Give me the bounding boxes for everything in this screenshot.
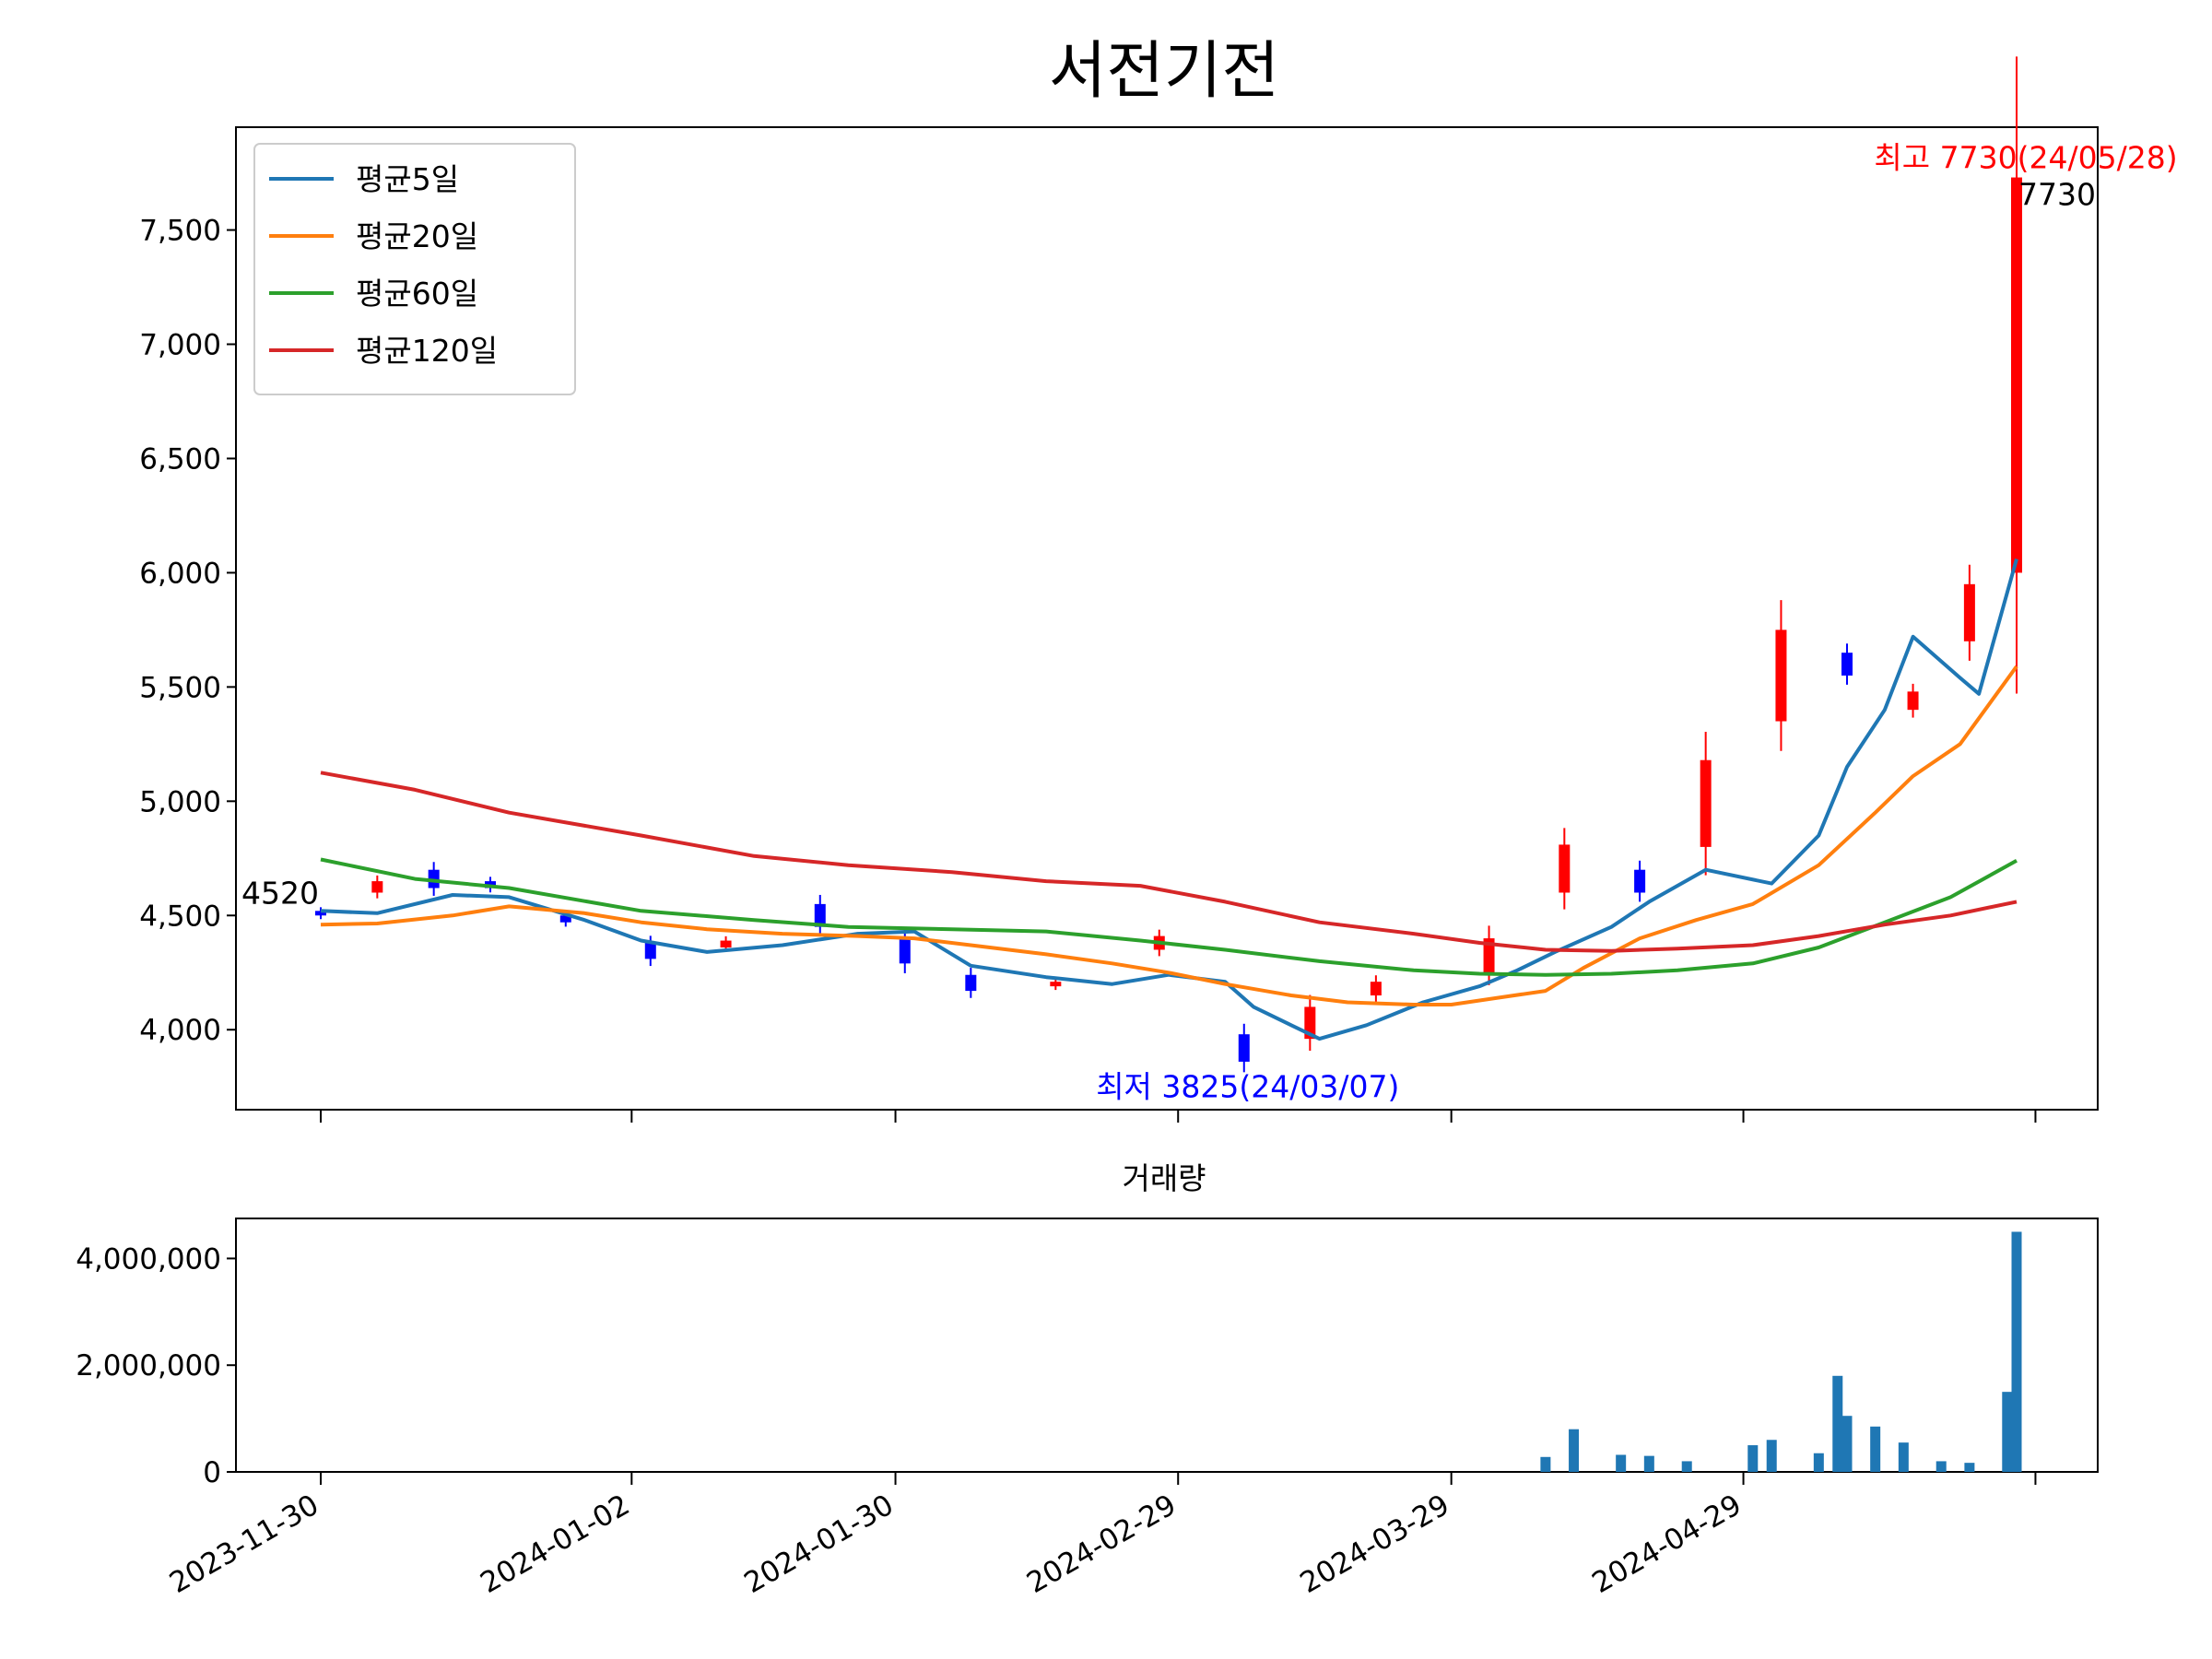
- last-close-annotation: 7730: [2018, 177, 2096, 213]
- volume-bar: [1832, 1375, 1843, 1472]
- volume-ytick-label: 0: [203, 1456, 221, 1489]
- legend-label: 평균5일: [356, 161, 459, 197]
- volume-bar: [1870, 1426, 1881, 1472]
- volume-bar: [1569, 1429, 1580, 1472]
- candle-up: [371, 881, 383, 893]
- legend-box: [253, 143, 576, 395]
- legend-label: 평균60일: [356, 276, 478, 312]
- xtick-label: 2024-04-29: [1587, 1488, 1747, 1600]
- price-ytick-label: 7,000: [139, 329, 221, 362]
- volume-bar: [1643, 1455, 1654, 1472]
- ma-line: [320, 771, 2018, 953]
- volume-bar: [2011, 1231, 2022, 1472]
- candle-up: [1700, 759, 1712, 847]
- price-ytick-label: 5,000: [139, 785, 221, 818]
- candle-down: [315, 911, 326, 916]
- candle-up: [720, 940, 732, 947]
- price-ytick-label: 6,500: [139, 442, 221, 476]
- candle-up: [1483, 938, 1495, 973]
- price-ytick-label: 7,500: [139, 215, 221, 248]
- volume-bar: [1747, 1445, 1759, 1472]
- candle-down: [899, 938, 911, 964]
- price-plot-frame: [235, 126, 2099, 1111]
- volume-bar: [1964, 1463, 1975, 1472]
- volume-bar: [1898, 1442, 1909, 1472]
- legend-label: 평균20일: [356, 218, 478, 254]
- xtick-label: 2024-01-02: [475, 1488, 635, 1600]
- volume-bar: [1936, 1461, 1947, 1472]
- legend-label: 평균120일: [356, 333, 498, 369]
- candle-down: [1238, 1034, 1250, 1062]
- xtick-label: 2024-02-29: [1021, 1488, 1182, 1600]
- candle-up: [1559, 844, 1571, 893]
- candle-up: [1907, 691, 1919, 711]
- price-ytick-label: 6,000: [139, 557, 221, 590]
- candle-down: [644, 943, 656, 959]
- candle-up: [1370, 982, 1382, 996]
- xtick-label: 2024-01-30: [739, 1488, 900, 1600]
- candle-up: [1963, 583, 1975, 641]
- price-ytick-label: 4,500: [139, 900, 221, 933]
- candle-down: [814, 903, 826, 927]
- volume-bar: [1616, 1454, 1627, 1472]
- ma-line: [320, 665, 2018, 1006]
- high-annotation: 최고 7730(24/05/28): [1874, 140, 2177, 176]
- volume-bar: [1766, 1440, 1777, 1472]
- low-annotation: 최저 3825(24/03/07): [1096, 1069, 1399, 1105]
- candle-down: [1634, 869, 1646, 893]
- candle-down: [965, 974, 977, 992]
- price-ytick-label: 4,000: [139, 1014, 221, 1047]
- volume-bar: [2002, 1392, 2013, 1472]
- ma-line: [320, 857, 2018, 977]
- volume-bar: [1540, 1456, 1551, 1472]
- first-close-annotation: 4520: [241, 875, 319, 911]
- candle-up: [1775, 629, 1787, 722]
- candle-up: [2011, 177, 2022, 573]
- volume-bar: [1681, 1461, 1692, 1472]
- ma-line: [320, 558, 2018, 1041]
- candle-down: [559, 915, 571, 923]
- candle-up: [1050, 982, 1062, 987]
- volume-ytick-label: 4,000,000: [76, 1242, 221, 1276]
- price-ytick-label: 5,500: [139, 671, 221, 704]
- volume-bar: [1841, 1416, 1853, 1472]
- chart-title: 서전기전: [1049, 35, 1279, 108]
- candle-up: [1304, 1006, 1316, 1040]
- xtick-label: 2023-11-30: [164, 1488, 324, 1600]
- xtick-label: 2024-03-29: [1295, 1488, 1455, 1600]
- volume-subtitle: 거래량: [1122, 1160, 1206, 1196]
- volume-bar: [1813, 1453, 1824, 1472]
- candle-down: [1841, 653, 1853, 676]
- volume-plot-frame: [235, 1218, 2099, 1473]
- volume-ytick-label: 2,000,000: [76, 1349, 221, 1382]
